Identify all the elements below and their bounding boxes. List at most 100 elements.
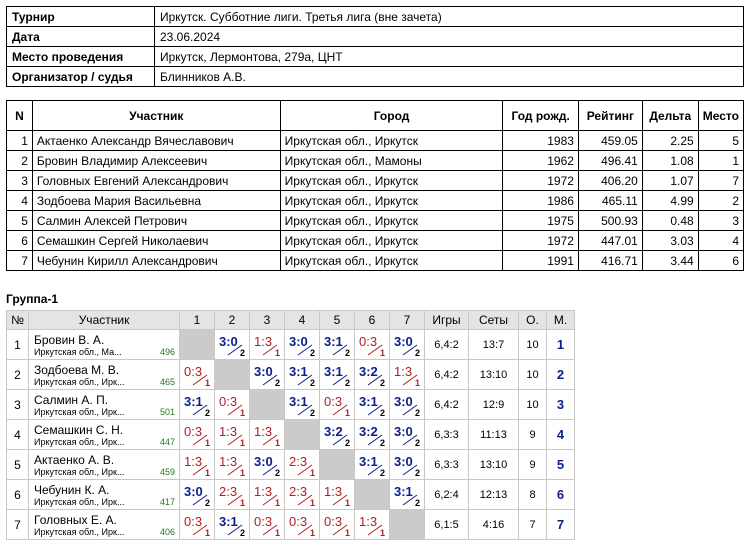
match-result-cell: 0:3 1: [179, 419, 215, 450]
slash-mark: [297, 524, 313, 536]
match-points: 1: [379, 348, 385, 358]
match-score: 2:3: [219, 484, 238, 499]
slash-mark: [227, 434, 243, 446]
match-score: 3:1: [359, 454, 378, 469]
table-cell: 1.08: [641, 150, 699, 171]
slash-mark: [367, 464, 383, 476]
player-name: Бровин В. А.: [34, 333, 105, 347]
table-cell: 4: [697, 230, 745, 251]
table-cell: 1972: [502, 230, 579, 251]
group-player-cell: Чебунин К. А. Иркутская обл., Ирк... 417: [28, 479, 180, 510]
sets-total: 13:7: [468, 329, 519, 360]
table-cell: 5: [6, 210, 33, 231]
info-value: Иркутск. Субботние лиги. Третья лига (вн…: [154, 6, 744, 27]
match-score: 3:0: [184, 484, 203, 499]
table-cell: 3.44: [641, 250, 699, 271]
match-score: 3:0: [394, 424, 413, 439]
match-result-cell: 3:1 2: [354, 449, 390, 480]
table-cell: 3.03: [641, 230, 699, 251]
slash-mark: [332, 374, 348, 386]
sets-total: 4:16: [468, 509, 519, 540]
match-result-cell: 2:3 1: [214, 479, 250, 510]
slash-mark: [262, 374, 278, 386]
match-result-cell: 3:1 2: [354, 389, 390, 420]
match-result-cell: 3:1 2: [284, 359, 320, 390]
match-result-cell: 0:3 1: [214, 389, 250, 420]
table-cell: 459.05: [577, 130, 643, 151]
info-value: Иркутск, Лермонтова, 279а, ЦНТ: [154, 46, 744, 67]
table-cell: 0.48: [641, 210, 699, 231]
group-title: Группа-1: [6, 292, 59, 306]
match-result-cell: 3:1 2: [319, 329, 355, 360]
match-result-cell: 2:3 1: [284, 449, 320, 480]
slash-mark: [192, 404, 208, 416]
match-score: 1:3: [184, 454, 203, 469]
match-points: 2: [274, 378, 280, 388]
player-city: Иркутская обл., Ирк...: [34, 407, 125, 417]
match-score: 0:3: [289, 514, 308, 529]
slash-mark: [227, 494, 243, 506]
match-result-cell: 1:3 1: [214, 449, 250, 480]
tournament-info-table: Турнир Иркутск. Субботние лиги. Третья ли…: [6, 6, 744, 87]
player-name: Чебунин К. А.: [34, 483, 110, 497]
table-row: 3 Головных Евгений Александрович Иркутская…: [6, 170, 745, 191]
points-total: 9: [518, 449, 547, 480]
slash-mark: [192, 374, 208, 386]
match-points: 2: [379, 408, 385, 418]
self-match-cell: [389, 509, 425, 540]
group-column-header: 2: [214, 310, 250, 330]
group-place: 7: [546, 509, 575, 540]
match-points: 1: [274, 438, 280, 448]
slash-mark: [402, 434, 418, 446]
match-points: 2: [274, 468, 280, 478]
match-result-cell: 1:3 1: [249, 329, 285, 360]
player-rating: 465: [159, 377, 175, 387]
table-cell: 1.07: [641, 170, 699, 191]
group-row-number: 7: [6, 509, 29, 540]
group-row: 1 Бровин В. А. Иркутская обл., Ма... 496 3:0…: [6, 329, 575, 360]
match-result-cell: 0:3 1: [284, 509, 320, 540]
table-cell: 1: [6, 130, 33, 151]
match-score: 3:0: [254, 364, 273, 379]
match-points: 1: [239, 498, 245, 508]
match-points: 1: [204, 378, 210, 388]
match-score: 3:0: [219, 334, 238, 349]
table-row: 1 Актаенко Александр Вячеславович Иркутска…: [6, 130, 745, 151]
player-city: Иркутская обл., Ирк...: [34, 497, 125, 507]
match-score: 0:3: [324, 514, 343, 529]
slash-mark: [262, 344, 278, 356]
games-total: 6,4:2: [424, 359, 469, 390]
player-rating: 496: [159, 347, 175, 357]
match-score: 3:1: [219, 514, 238, 529]
table-cell: 2.25: [641, 130, 699, 151]
slash-mark: [192, 524, 208, 536]
table-cell: 500.93: [577, 210, 643, 231]
table-row: 6 Семашкин Сергей Николаевич Иркутская обл…: [6, 230, 745, 251]
match-result-cell: 3:1 2: [284, 389, 320, 420]
slash-mark: [192, 494, 208, 506]
table-cell: Чебунин Кирилл Александрович: [31, 250, 281, 271]
table-cell: 3: [697, 210, 745, 231]
table-cell: 7: [697, 170, 745, 191]
table-row: 2 Бровин Владимир Алексеевич Иркутская обл…: [6, 150, 745, 171]
match-result-cell: 3:1 2: [179, 389, 215, 420]
match-result-cell: 1:3 1: [249, 419, 285, 450]
group-column-header: М.: [546, 310, 575, 330]
player-city: Иркутская обл., Ирк...: [34, 467, 125, 477]
participants-table: N Участник Город Год рожд. Рейтинг Дельта Мест…: [6, 100, 745, 271]
sets-total: 12:9: [468, 389, 519, 420]
match-score: 3:2: [359, 424, 378, 439]
match-score: 1:3: [219, 454, 238, 469]
group-row-number: 1: [6, 329, 29, 360]
group-row: 6 Чебунин К. А. Иркутская обл., Ирк... 417 3…: [6, 479, 575, 510]
info-row: Дата 23.06.2024: [6, 26, 744, 47]
match-result-cell: 2:3 1: [284, 479, 320, 510]
match-points: 2: [309, 348, 315, 358]
match-points: 2: [204, 498, 210, 508]
match-result-cell: 1:3 1: [389, 359, 425, 390]
table-cell: 1962: [502, 150, 579, 171]
slash-mark: [192, 434, 208, 446]
player-rating: 406: [159, 527, 175, 537]
games-total: 6,1:5: [424, 509, 469, 540]
group-row: 4 Семашкин С. Н. Иркутская обл., Ирк... 447…: [6, 419, 575, 450]
